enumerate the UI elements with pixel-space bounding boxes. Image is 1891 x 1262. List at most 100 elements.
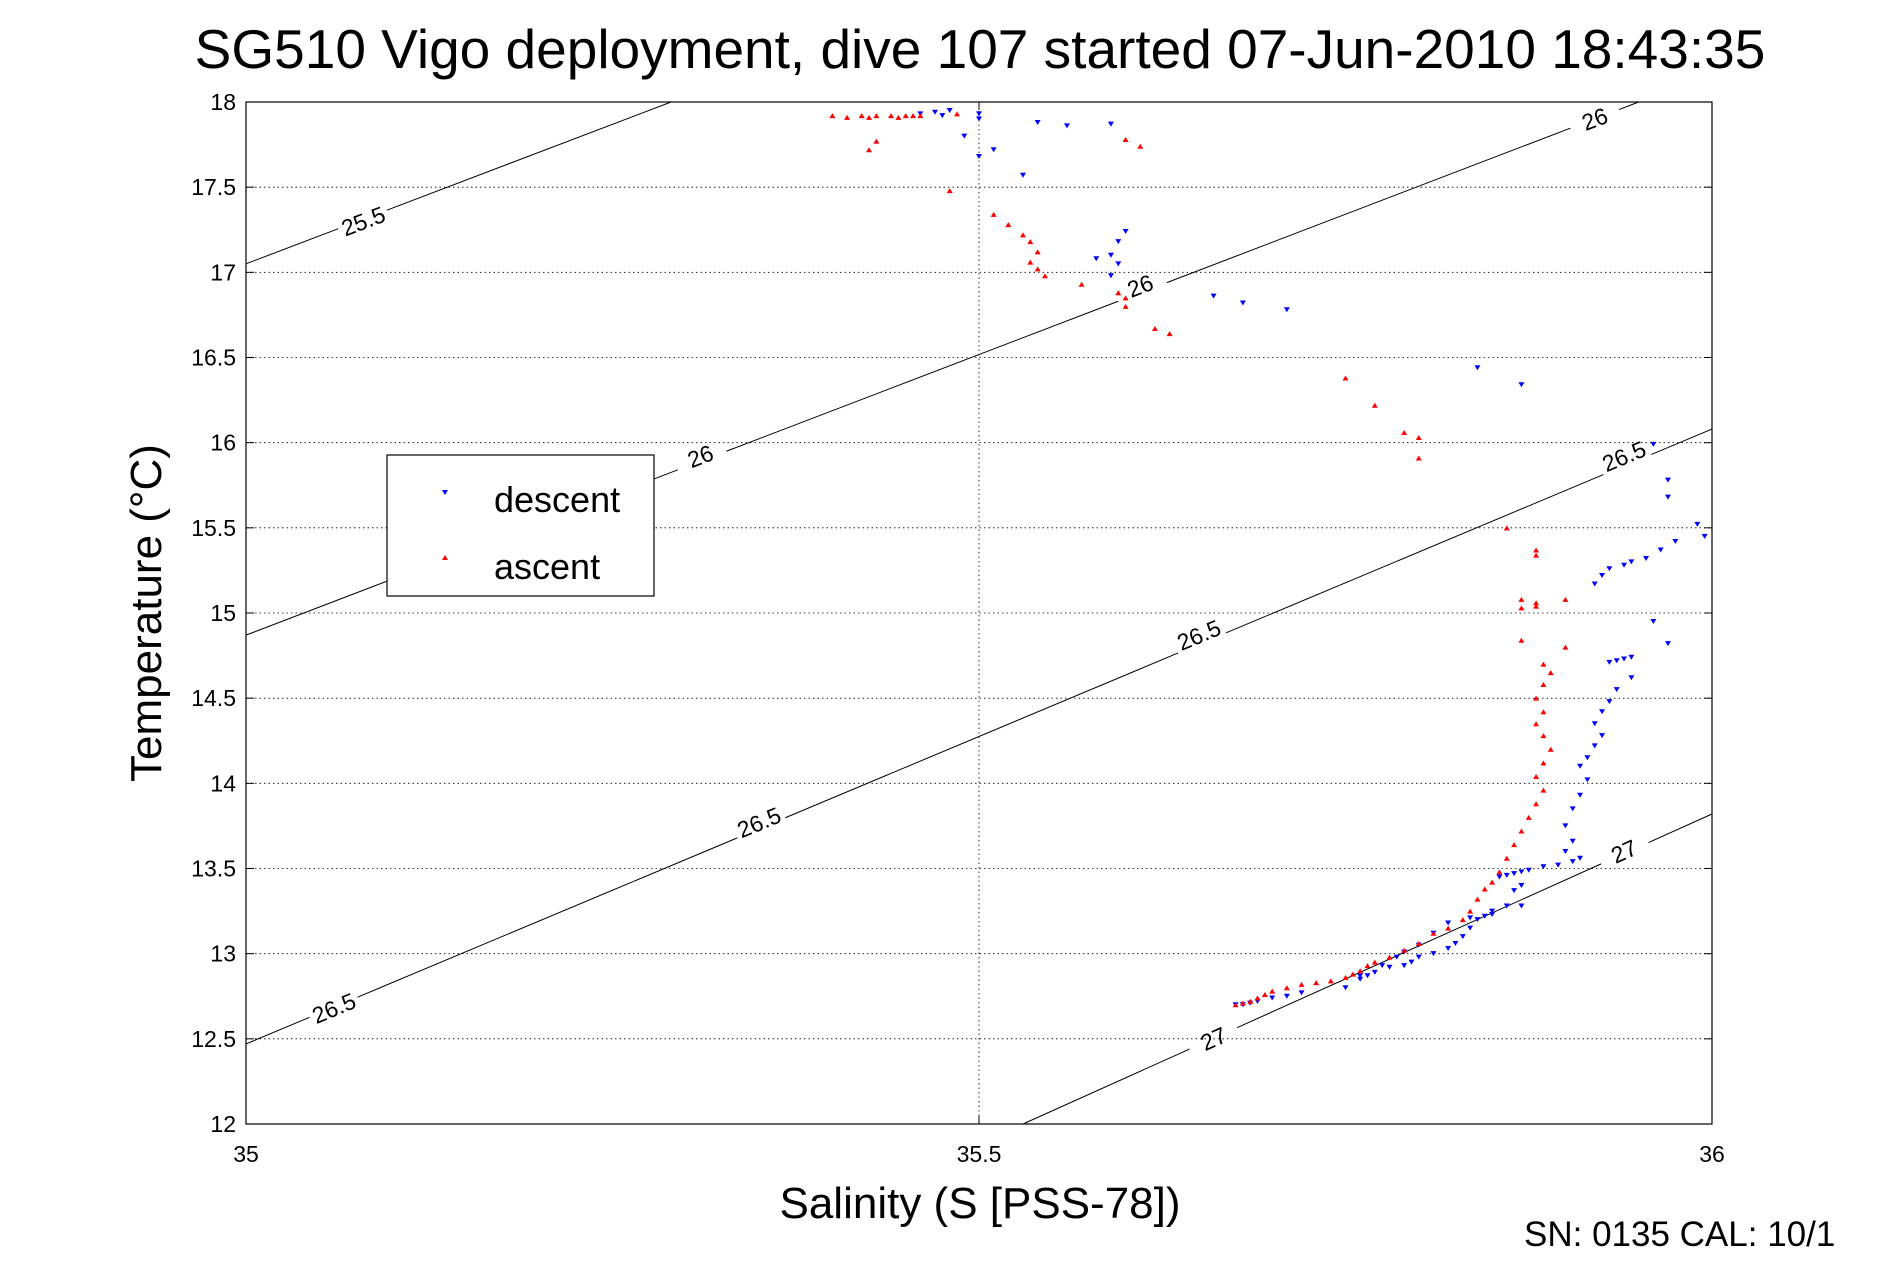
descent-point: [1562, 823, 1569, 829]
descent-point: [1511, 888, 1518, 894]
y-tick-label: 17: [210, 259, 236, 285]
descent-point: [1569, 806, 1576, 812]
descent-point: [976, 154, 982, 160]
descent-point: [1599, 733, 1606, 739]
descent-point: [1115, 261, 1122, 267]
ascent-point: [1481, 886, 1488, 892]
ascent-point: [1034, 266, 1041, 272]
descent-point: [939, 113, 946, 119]
y-tick-label: 17.5: [191, 174, 236, 200]
descent-point: [946, 108, 953, 114]
descent-point: [1540, 864, 1547, 870]
ascent-point: [1232, 1002, 1239, 1008]
isopycnal-line: [1648, 813, 1713, 844]
ascent-point: [1041, 273, 1048, 279]
ascent-point: [910, 113, 917, 119]
ascent-point: [917, 113, 924, 119]
descent-point: [1665, 477, 1672, 483]
descent-point: [1481, 913, 1488, 919]
ascent-point: [1547, 670, 1554, 676]
legend: descent ascent: [386, 454, 655, 597]
x-axis-label: Salinity (S [PSS-78]): [779, 1179, 1180, 1228]
descent-point: [1672, 538, 1679, 544]
ascent-point: [1371, 959, 1378, 965]
ascent-point: [1518, 605, 1525, 611]
descent-point: [1518, 869, 1525, 875]
ascent-point: [1313, 980, 1320, 986]
ascent-point: [1533, 801, 1540, 807]
ascent-point: [1019, 232, 1026, 238]
footer-calibration: SN: 0135 CAL: 10/1: [1524, 1215, 1835, 1254]
ascent-point: [1401, 947, 1408, 953]
descent-point: [1503, 872, 1510, 878]
descent-point: [1518, 903, 1525, 909]
descent-point: [1496, 874, 1503, 880]
ascent-point: [1503, 525, 1510, 531]
descent-point: [1034, 119, 1041, 125]
ascent-point: [1496, 869, 1503, 875]
descent-point: [1591, 743, 1598, 749]
isopycnal-line: [1166, 127, 1571, 284]
y-tick-label: 15.5: [191, 515, 236, 541]
ascent-point: [1533, 552, 1540, 558]
descent-point: [1210, 293, 1217, 299]
descent-point: [1628, 559, 1635, 565]
descent-point: [1599, 709, 1606, 715]
ascent-point: [1533, 603, 1540, 609]
ascent-point: [1166, 331, 1173, 337]
ascent-point: [1525, 814, 1532, 820]
legend-ascent-label: ascent: [494, 546, 600, 587]
y-tick-labels: 12 12.5 13 13.5 14 14.5 15 15.5 16 16.5 17 17.5 18: [191, 89, 236, 1137]
ascent-point: [1445, 925, 1452, 931]
x-tick-labels: 35 35.5 36: [233, 1141, 1725, 1167]
ascent-point: [946, 188, 953, 194]
isopycnal-line: [386, 101, 672, 211]
ascent-point: [1239, 1000, 1246, 1006]
ascent-point: [1562, 644, 1569, 650]
ascent-point: [866, 147, 873, 153]
descent-point: [1474, 917, 1481, 923]
ascent-point: [1283, 985, 1290, 991]
descent-point: [1606, 659, 1613, 665]
descent-point: [1283, 307, 1290, 313]
ascent-point: [1533, 600, 1540, 606]
ascent-point: [1247, 998, 1254, 1004]
y-axis-label: Temperature (°C): [122, 444, 171, 782]
y-tick-label: 14.5: [191, 685, 236, 711]
ascent-point: [866, 114, 873, 120]
descent-point: [1555, 862, 1562, 868]
descent-point: [1621, 656, 1628, 662]
descent-point: [1364, 973, 1371, 979]
descent-point: [1606, 566, 1613, 572]
ascent-point: [1430, 930, 1437, 936]
descent-point: [1107, 252, 1114, 258]
x-tick-label: 35: [233, 1141, 259, 1167]
descent-point: [1107, 273, 1114, 279]
legend-ascent-marker: [442, 555, 448, 560]
descent-point: [961, 133, 968, 139]
descent-point: [1577, 792, 1584, 798]
isopycnal-line: [1022, 1048, 1190, 1125]
y-tick-label: 12.5: [191, 1026, 236, 1052]
ascent-point: [1518, 596, 1525, 602]
ascent-point: [1364, 963, 1371, 969]
descent-point: [1569, 859, 1576, 865]
x-tick-label: 35.5: [957, 1141, 1002, 1167]
ascent-point: [1511, 842, 1518, 848]
ascent-point: [1137, 143, 1144, 149]
ascent-point: [1467, 908, 1474, 914]
ascent-point: [1371, 402, 1378, 408]
ascent-point: [1349, 971, 1356, 977]
descent-point: [1518, 382, 1525, 388]
ascent-point: [1269, 988, 1276, 994]
ascent-point: [1122, 295, 1129, 301]
y-tick-label: 13.5: [191, 856, 236, 882]
descent-point: [1628, 675, 1635, 681]
isopycnal-line: [1225, 474, 1604, 634]
ascent-point: [1474, 896, 1481, 902]
descent-point: [1107, 121, 1114, 127]
ascent-point: [1533, 721, 1540, 727]
ascent-point: [1261, 992, 1268, 998]
descent-point: [1393, 954, 1400, 960]
ascent-point: [1540, 760, 1547, 766]
